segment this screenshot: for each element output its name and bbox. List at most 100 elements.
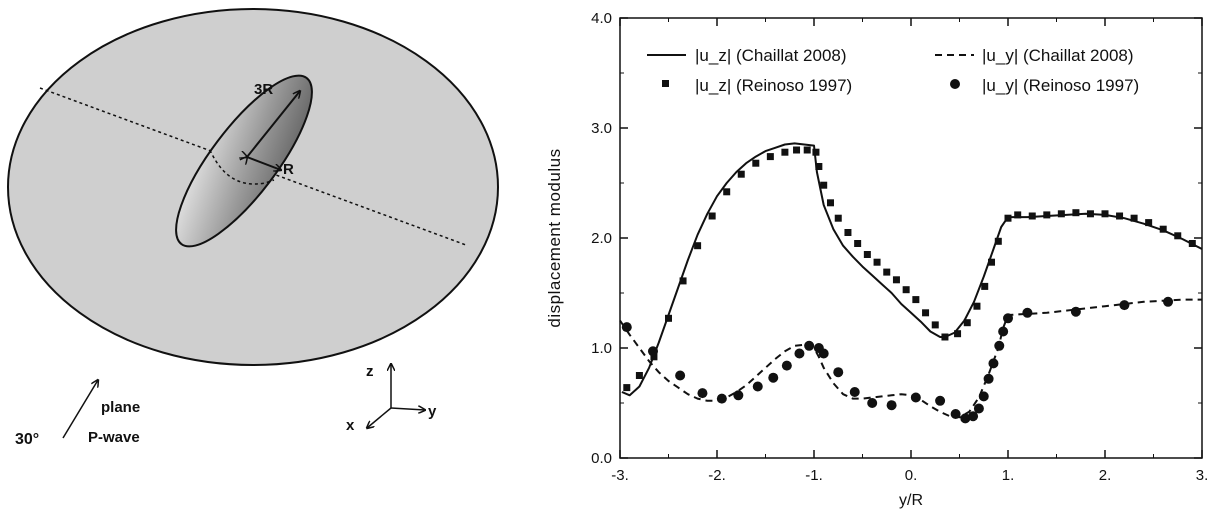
x-tick-label: -1. xyxy=(805,467,823,484)
data-point-square xyxy=(902,286,910,294)
incident-wave: 30° plane P-wave xyxy=(15,380,140,448)
data-point-circle xyxy=(768,372,779,383)
legend-label-uz-chaillat: |u_z| (Chaillat 2008) xyxy=(695,46,847,65)
data-point-circle xyxy=(867,398,878,408)
data-point-circle xyxy=(752,381,763,392)
data-point-square xyxy=(815,163,823,170)
legend-entry-uz-chaillat: |u_z| (Chaillat 2008) xyxy=(647,46,847,65)
data-point-square xyxy=(854,240,862,247)
axis-x-label: x xyxy=(346,417,355,434)
data-point-square xyxy=(1057,210,1065,218)
data-point-circle xyxy=(733,390,744,401)
plot-frame xyxy=(619,17,1203,459)
semi-axis-r-arrow xyxy=(247,157,281,170)
data-point-square xyxy=(1116,212,1124,220)
x-tick-label: -2. xyxy=(708,467,726,484)
data-point-circle xyxy=(1022,307,1033,318)
geometry-diagram: 3R R z y x 30° plane P-wave xyxy=(7,8,499,448)
data-point-square xyxy=(892,276,900,284)
axis-y-arrow xyxy=(390,408,425,410)
data-point-square xyxy=(820,181,828,189)
axis-z-label: z xyxy=(366,363,374,380)
series-line-u-z-chaillat-2008 xyxy=(621,142,1203,397)
wave-direction-arrow xyxy=(62,380,98,439)
data-point-square xyxy=(994,237,1002,245)
data-point-square xyxy=(781,148,789,156)
data-point-circle xyxy=(983,373,994,384)
data-point-circle xyxy=(935,395,946,406)
data-point-square xyxy=(1159,225,1167,233)
x-tick-label: 3. xyxy=(1196,467,1209,484)
axis-x-arrow xyxy=(367,407,392,428)
data-point-square xyxy=(1004,214,1012,222)
data-point-square xyxy=(793,146,801,154)
data-point-square xyxy=(1188,240,1196,247)
data-point-square xyxy=(1145,219,1153,227)
data-point-square xyxy=(834,214,842,222)
data-point-circle xyxy=(1070,306,1081,317)
data-point-square xyxy=(803,146,811,154)
data-point-square xyxy=(1014,211,1022,219)
data-point-square xyxy=(941,333,949,341)
data-point-square xyxy=(912,296,920,304)
label-3r: 3R xyxy=(254,81,273,98)
data-point-circle xyxy=(994,340,1005,351)
data-point-circle xyxy=(833,367,844,378)
data-point-circle xyxy=(950,409,961,419)
data-point-square xyxy=(863,251,871,258)
data-point-square xyxy=(981,282,989,290)
x-tick-label: 1. xyxy=(1002,467,1015,484)
data-point-square xyxy=(723,188,731,196)
x-tick-label: 2. xyxy=(1099,467,1112,484)
legend-entry-uy-chaillat: |u_y| (Chaillat 2008) xyxy=(935,46,1134,65)
data-point-circle xyxy=(988,358,999,369)
legend-label-uy-reinoso: |u_y| (Reinoso 1997) xyxy=(982,76,1139,95)
data-point-square xyxy=(1174,232,1182,240)
data-point-square xyxy=(883,268,891,276)
data-point-square xyxy=(954,330,962,338)
legend-marker-square xyxy=(662,80,669,87)
x-axis-label: y/R xyxy=(899,492,923,509)
legend-entry-uz-reinoso: |u_z| (Reinoso 1997) xyxy=(662,76,852,95)
data-point-square xyxy=(1086,210,1094,218)
y-axis-label: displacement modulus xyxy=(545,148,564,327)
data-point-circle xyxy=(697,388,708,399)
data-point-circle xyxy=(960,413,971,424)
legend-label-uz-reinoso: |u_z| (Reinoso 1997) xyxy=(695,76,852,95)
data-point-square xyxy=(1072,209,1080,217)
coordinate-axes: z y x xyxy=(346,363,437,434)
data-point-circle xyxy=(910,392,921,403)
series-line-u-y-chaillat-2008 xyxy=(619,298,1202,419)
data-point-circle xyxy=(818,348,829,359)
data-point-circle xyxy=(804,340,815,351)
data-point-circle xyxy=(1119,300,1130,311)
x-tick-label: 0. xyxy=(905,467,918,484)
data-point-circle xyxy=(886,400,897,411)
wave-angle-label: 30° xyxy=(15,431,39,448)
legend: |u_z| (Chaillat 2008) |u_y| (Chaillat 20… xyxy=(647,46,1139,95)
data-point-square xyxy=(1130,214,1138,222)
legend-entry-uy-reinoso: |u_y| (Reinoso 1997) xyxy=(950,76,1139,95)
y-tick-label: 1.0 xyxy=(591,340,612,357)
axis-y-label: y xyxy=(428,403,437,420)
wave-type-line1: plane xyxy=(101,399,140,416)
data-point-circle xyxy=(998,326,1009,337)
data-point-circle xyxy=(647,346,658,357)
series-layer xyxy=(619,142,1203,424)
wave-type-line2: P-wave xyxy=(88,429,140,446)
y-tick-label: 4.0 xyxy=(591,10,612,27)
data-point-circle xyxy=(968,411,979,422)
legend-label-uy-chaillat: |u_y| (Chaillat 2008) xyxy=(982,46,1134,65)
data-point-circle xyxy=(621,322,632,333)
data-point-circle xyxy=(973,403,984,414)
legend-marker-circle xyxy=(950,79,960,89)
data-point-square xyxy=(826,199,834,207)
data-point-square xyxy=(708,212,716,220)
data-point-square xyxy=(873,258,881,266)
data-point-square xyxy=(1101,210,1109,218)
data-point-square xyxy=(988,258,996,266)
semi-axis-3r-arrow xyxy=(247,91,300,157)
data-point-square xyxy=(1043,211,1051,219)
data-point-square xyxy=(931,321,939,329)
data-point-square xyxy=(752,159,760,167)
